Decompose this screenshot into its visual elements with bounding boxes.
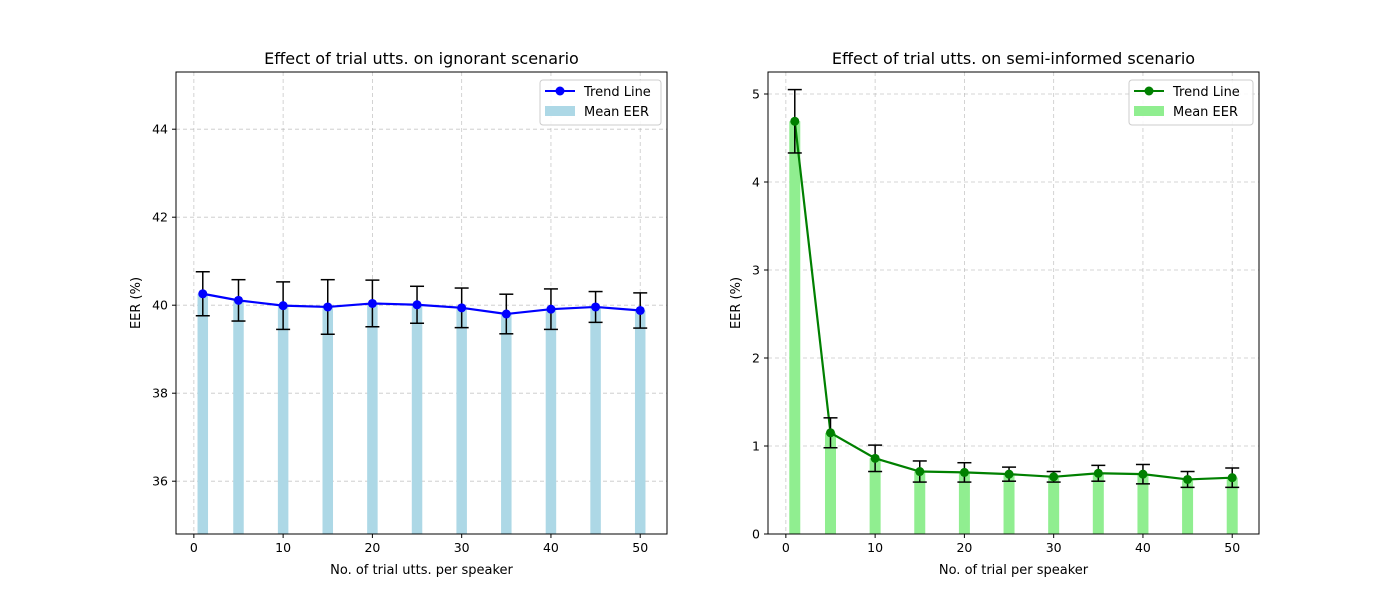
data-point bbox=[412, 300, 422, 310]
bar bbox=[1003, 474, 1015, 534]
chart-title: Effect of trial utts. on ignorant scenar… bbox=[264, 49, 579, 68]
data-point bbox=[790, 116, 800, 126]
data-point bbox=[233, 295, 243, 305]
bar bbox=[958, 472, 970, 534]
bar bbox=[456, 307, 467, 534]
data-point bbox=[501, 309, 511, 319]
x-tick-label: 20 bbox=[364, 540, 380, 555]
x-tick-label: 10 bbox=[275, 540, 291, 555]
data-point bbox=[959, 467, 969, 477]
legend-trend-line-marker bbox=[555, 86, 565, 96]
data-point bbox=[1183, 474, 1193, 484]
bar bbox=[590, 306, 601, 534]
x-tick-label: 40 bbox=[1135, 540, 1151, 555]
data-point bbox=[915, 467, 925, 477]
data-point bbox=[1138, 469, 1148, 479]
bar bbox=[1048, 476, 1060, 534]
axes-frame bbox=[767, 71, 1260, 535]
y-tick-label: 36 bbox=[152, 474, 168, 489]
data-point bbox=[825, 428, 835, 438]
bar bbox=[824, 432, 836, 534]
x-tick-label: 0 bbox=[190, 540, 198, 555]
y-tick-label: 42 bbox=[152, 210, 168, 225]
plot-area: 0 10 20 30 40 50 36 38 40 42 44 bbox=[152, 71, 668, 555]
y-axis-label: EER (%) bbox=[129, 277, 144, 329]
data-point bbox=[635, 305, 645, 315]
x-tick-label: 0 bbox=[782, 540, 790, 555]
y-tick-label: 44 bbox=[152, 122, 168, 137]
data-point bbox=[870, 453, 880, 463]
bar bbox=[545, 309, 557, 534]
data-point bbox=[546, 304, 556, 314]
data-point bbox=[591, 302, 601, 312]
data-point bbox=[1227, 473, 1237, 483]
bar bbox=[1226, 477, 1238, 534]
chart-semi-informed-scenario: Effect of trial utts. on semi-informed s… bbox=[729, 49, 1260, 578]
bar bbox=[367, 303, 378, 534]
y-tick-label: 3 bbox=[752, 263, 760, 278]
legend-mean-eer-label: Mean EER bbox=[1173, 105, 1238, 120]
bar bbox=[233, 300, 244, 534]
legend-mean-eer-swatch bbox=[545, 106, 575, 116]
bar bbox=[914, 471, 926, 534]
bar bbox=[277, 305, 289, 534]
y-tick-label: 0 bbox=[752, 527, 760, 542]
bar bbox=[197, 293, 209, 534]
x-tick-label: 40 bbox=[543, 540, 559, 555]
bar bbox=[411, 304, 423, 534]
y-tick-label: 2 bbox=[752, 351, 760, 366]
y-tick-label: 5 bbox=[752, 87, 760, 102]
bar bbox=[789, 121, 801, 534]
y-tick-label: 40 bbox=[152, 298, 168, 313]
data-point bbox=[457, 303, 467, 313]
legend-trend-line-label: Trend Line bbox=[1172, 85, 1240, 100]
legend: Trend Line Mean EER bbox=[1128, 79, 1254, 126]
chart-title: Effect of trial utts. on semi-informed s… bbox=[832, 49, 1195, 68]
x-tick-label: 50 bbox=[632, 540, 648, 555]
x-tick-label: 10 bbox=[867, 540, 883, 555]
y-tick-label: 4 bbox=[752, 175, 760, 190]
data-point bbox=[1049, 472, 1059, 482]
legend-mean-eer-swatch bbox=[1134, 106, 1164, 116]
data-point bbox=[323, 302, 333, 312]
y-axis-label: EER (%) bbox=[729, 277, 744, 329]
data-point bbox=[1093, 468, 1103, 478]
plot-area: 0 10 20 30 40 50 0 1 2 3 4 5 bbox=[752, 71, 1260, 555]
x-axis-label: No. of trial per speaker bbox=[939, 563, 1089, 578]
axes-frame bbox=[175, 71, 668, 535]
bar bbox=[634, 310, 646, 534]
y-tick-label: 38 bbox=[152, 386, 168, 401]
bar bbox=[501, 314, 512, 534]
legend-trend-line-marker bbox=[1144, 86, 1154, 96]
bar bbox=[869, 458, 881, 534]
x-tick-label: 30 bbox=[1046, 540, 1062, 555]
chart-ignorant-scenario: Effect of trial utts. on ignorant scenar… bbox=[129, 49, 668, 578]
data-point bbox=[278, 301, 288, 311]
legend-trend-line-label: Trend Line bbox=[583, 85, 651, 100]
x-tick-label: 20 bbox=[956, 540, 972, 555]
x-tick-label: 50 bbox=[1224, 540, 1240, 555]
bar bbox=[1092, 473, 1104, 534]
x-tick-label: 30 bbox=[454, 540, 470, 555]
bar bbox=[1182, 479, 1194, 534]
y-tick-label: 1 bbox=[752, 439, 760, 454]
bar bbox=[322, 306, 334, 534]
data-point bbox=[1004, 469, 1014, 479]
data-point bbox=[198, 289, 208, 299]
x-axis-label: No. of trial utts. per speaker bbox=[330, 563, 513, 578]
data-point bbox=[367, 298, 377, 308]
legend: Trend Line Mean EER bbox=[539, 79, 662, 126]
legend-mean-eer-label: Mean EER bbox=[584, 105, 649, 120]
bar bbox=[1137, 474, 1149, 534]
